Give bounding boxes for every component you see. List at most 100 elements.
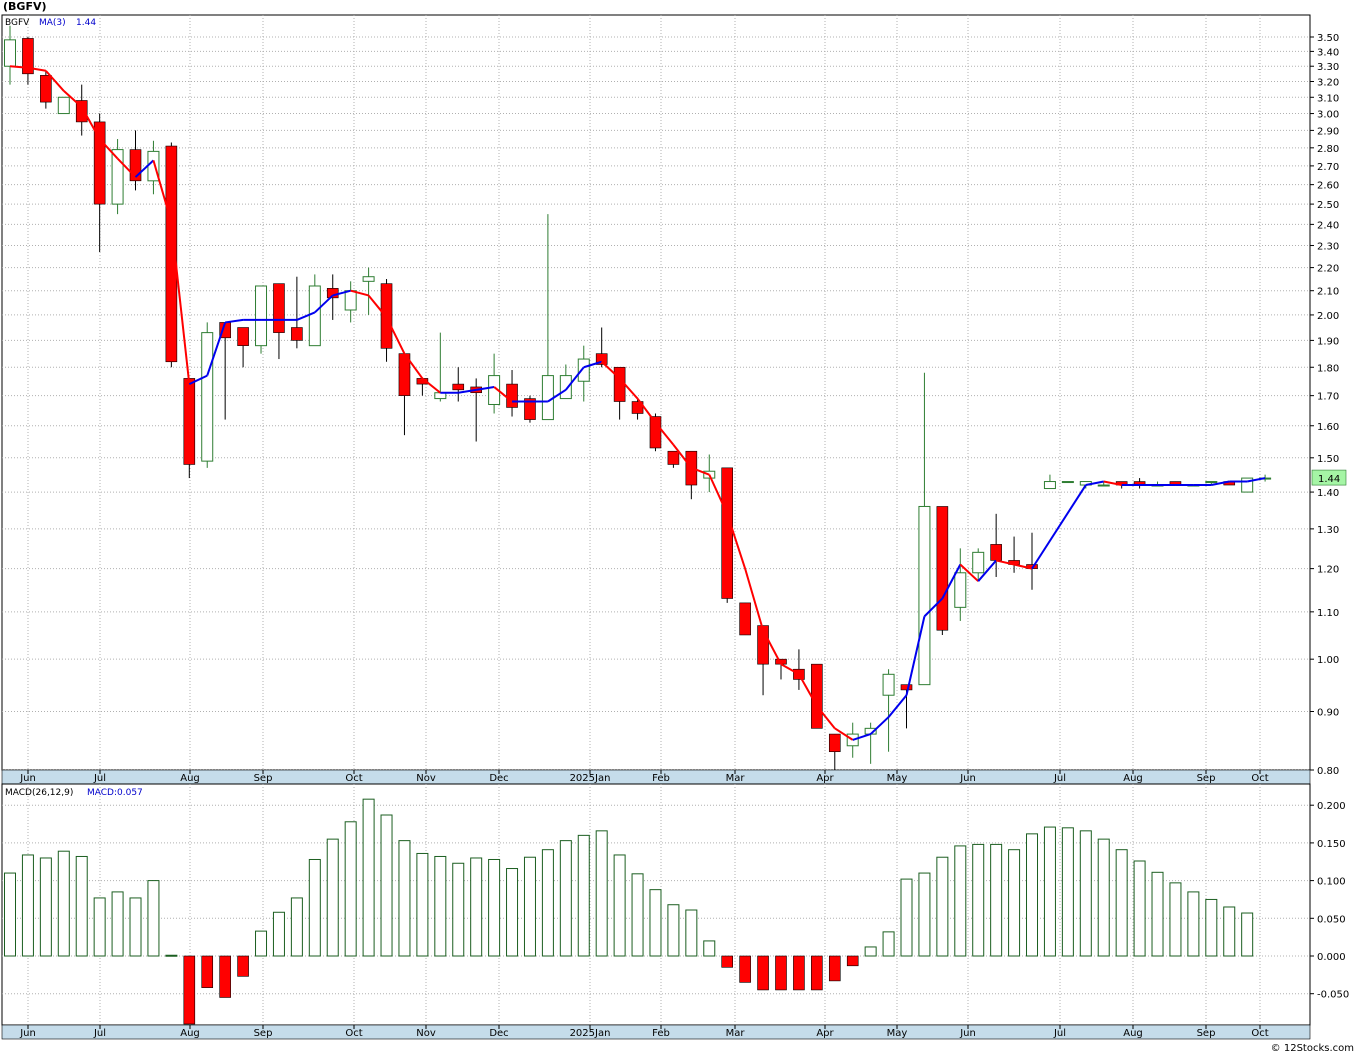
macd-bar-positive (918, 872, 931, 957)
candle-up (846, 733, 859, 747)
macd-bar-positive (57, 850, 70, 957)
last-price-tag-label: 1.44 (1318, 474, 1340, 485)
ma-segment (618, 377, 639, 400)
price-y-tick-label: 3.10 (1317, 93, 1339, 104)
legend-ma-label: MA(3) (39, 18, 66, 28)
macd-bar-positive (1205, 898, 1218, 957)
price-x-tick-label: Jun (959, 773, 976, 784)
ma-segment (45, 70, 65, 92)
price-x-tick-label: Oct (1251, 773, 1268, 784)
ma-segment (816, 705, 836, 729)
candle-up (57, 96, 70, 115)
macd-x-tick-label: 2025Jan (570, 1028, 611, 1039)
price-x-tick-label: Sep (1197, 773, 1216, 784)
ma-segment (798, 673, 818, 707)
price-y-tick-label: 2.90 (1317, 126, 1339, 137)
candle-down (613, 366, 626, 402)
price-y-tick-label: 0.90 (1317, 708, 1339, 719)
candle-up (577, 358, 590, 382)
macd-bar-positive (255, 930, 268, 957)
ma-segment (116, 157, 137, 178)
ma-segment (98, 138, 119, 160)
ma-segment (762, 629, 782, 665)
candle-up (1097, 484, 1110, 487)
macd-y-axis: 0.200 0.150 0.100 0.050 0.000 -0.050 (1310, 801, 1349, 1001)
macd-bar-positive (506, 868, 519, 957)
macd-bar-positive (1043, 826, 1056, 957)
candle-up (255, 285, 268, 347)
legend-ma-value: 1.44 (76, 18, 96, 28)
ma-segment (421, 377, 441, 394)
macd-bar-negative (775, 955, 787, 991)
ma-segment (547, 388, 567, 403)
ma-segment (744, 568, 765, 631)
candle-down (811, 663, 823, 729)
macd-bar-positive (93, 897, 106, 957)
macd-bar-negative (721, 955, 734, 968)
price-x-tick-label: 2025Jan (570, 773, 611, 784)
macd-bar-positive (470, 857, 483, 957)
price-y-tick-label: 3.50 (1317, 33, 1339, 44)
ma-segment (80, 106, 101, 140)
macd-bar-positive (990, 843, 1003, 957)
ma-segment (887, 694, 908, 718)
macd-bar-positive (1097, 838, 1110, 957)
macd-bar-positive (1223, 906, 1236, 957)
macd-bar-negative (757, 955, 769, 991)
price-y-tick-label: 0.80 (1317, 766, 1339, 777)
ma-segment (923, 597, 944, 618)
ma-segment (350, 289, 369, 297)
ma-segment (869, 716, 890, 735)
price-y-tick-label: 2.40 (1317, 220, 1339, 231)
macd-bar-positive (75, 855, 88, 957)
macd-y-tick-label: 0.000 (1317, 952, 1346, 963)
price-y-tick-label: 3.30 (1317, 62, 1339, 73)
macd-bar-positive (272, 911, 285, 957)
macd-bar-positive (936, 856, 949, 957)
ma-segment (565, 366, 585, 391)
macd-bar-positive (308, 858, 321, 957)
price-x-tick-label: Oct (345, 773, 362, 784)
candle-up (954, 572, 967, 608)
macd-bar-positive (595, 830, 608, 957)
price-y-tick-label: 2.50 (1317, 200, 1339, 211)
candle-down (40, 75, 52, 103)
ma-segment (206, 322, 227, 376)
price-y-tick-label: 1.30 (1317, 525, 1339, 536)
credit-text: © 12Stocks.com (1270, 1043, 1354, 1054)
macd-bar-positive (1241, 912, 1254, 957)
price-x-tick-label: Aug (1123, 773, 1143, 784)
macd-bar-positive (111, 891, 124, 957)
macd-bar-negative (811, 955, 823, 991)
macd-bar-positive (416, 852, 429, 957)
macd-bar-positive (559, 840, 572, 957)
candle-up (111, 149, 124, 205)
candle-down (524, 398, 536, 420)
macd-x-axis: Jun Jul Aug Sep Oct Nov Dec 2025Jan Feb Mar Apr May… (1, 1024, 1311, 1040)
candle-down (990, 544, 1002, 561)
macd-x-tick-label: Sep (1197, 1028, 1216, 1039)
candle-up (541, 375, 554, 421)
macd-x-tick-label: May (887, 1028, 908, 1039)
macd-x-tick-label: Apr (816, 1028, 834, 1039)
price-y-tick-label: 2.30 (1317, 242, 1339, 253)
macd-bar-negative (219, 955, 231, 998)
macd-bar-positive (434, 855, 447, 957)
macd-bar-positive (21, 854, 34, 957)
macd-bar-positive (864, 946, 877, 957)
macd-bar-positive (39, 857, 52, 957)
price-y-tick-label: 1.10 (1317, 608, 1339, 619)
price-x-tick-label: Jul (93, 773, 106, 784)
macd-bar-positive (147, 880, 160, 957)
macd-bar-positive (380, 814, 393, 957)
macd-x-tick-label: Jun (19, 1028, 36, 1039)
ma-segment (134, 159, 155, 178)
ma-segment (726, 513, 747, 569)
macd-bar-positive (452, 862, 465, 957)
ma-segment (601, 361, 621, 380)
macd-bar-positive (577, 834, 590, 957)
ma-segment (403, 353, 424, 380)
candle-down (273, 283, 285, 333)
last-price-tag-box (1311, 469, 1347, 486)
candle-down (129, 149, 142, 182)
